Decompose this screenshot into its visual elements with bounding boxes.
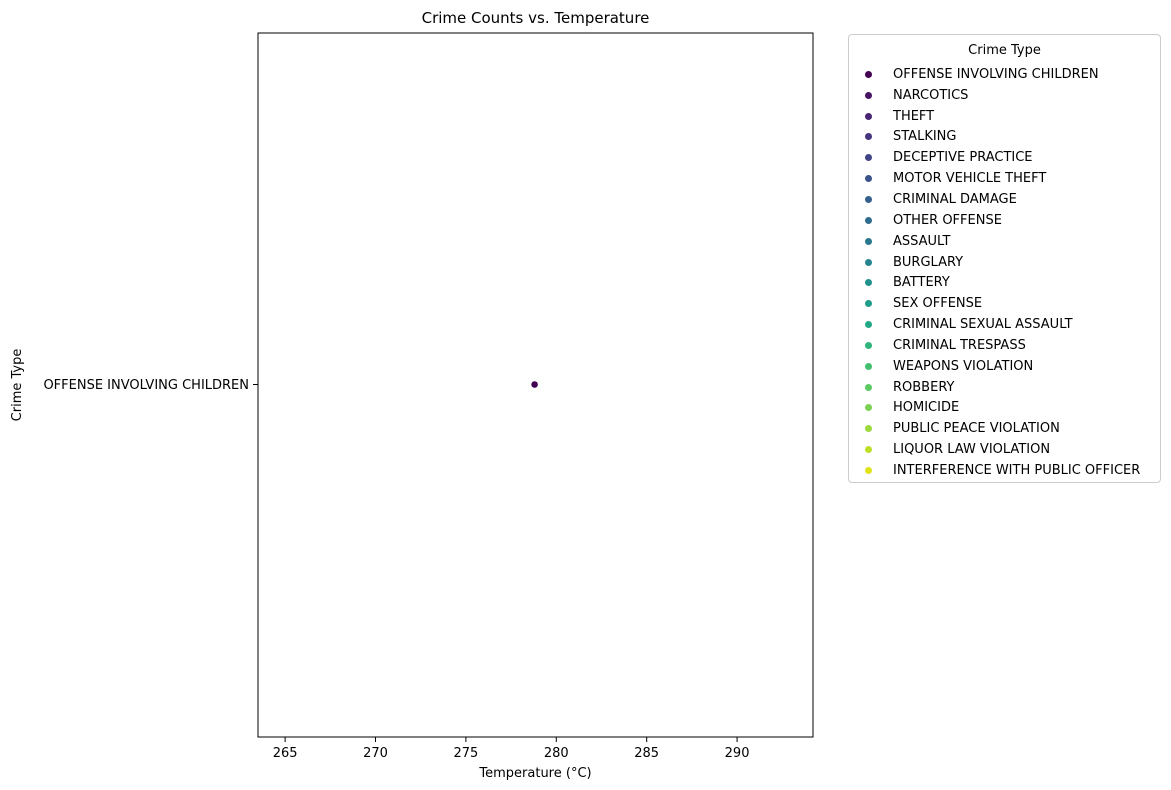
legend-marker-icon — [865, 341, 872, 349]
legend-label: LIQUOR LAW VIOLATION — [893, 442, 1051, 458]
legend-entry: CRIMINAL SEXUAL ASSAULT — [849, 314, 1140, 335]
legend-label: BURGLARY — [893, 254, 964, 270]
legend-marker-icon — [865, 383, 872, 391]
legend-marker-icon — [865, 321, 872, 329]
legend-entry: MOTOR VEHICLE THEFT — [849, 168, 1140, 189]
legend-label: SEX OFFENSE — [893, 296, 983, 312]
x-tick-label: 275 — [453, 746, 478, 761]
legend-entry: ROBBERY — [849, 377, 1140, 398]
legend-label: ROBBERY — [893, 379, 955, 395]
legend-entry: PUBLIC PEACE VIOLATION — [849, 418, 1140, 439]
legend-marker-icon — [865, 195, 872, 203]
legend-marker-icon — [865, 112, 872, 120]
legend-label: OFFENSE INVOLVING CHILDREN — [893, 66, 1099, 82]
legend-entry: INTERFERENCE WITH PUBLIC OFFICER — [849, 460, 1140, 481]
x-tick-label: 280 — [544, 746, 569, 761]
legend-entry: ASSAULT — [849, 231, 1140, 252]
legend-marker-icon — [865, 154, 872, 162]
y-tick-label: OFFENSE INVOLVING CHILDREN — [43, 378, 249, 393]
legend-label: MOTOR VEHICLE THEFT — [893, 171, 1047, 187]
legend-marker-icon — [865, 362, 872, 370]
legend-label: THEFT — [893, 108, 935, 124]
data-points — [530, 380, 539, 389]
x-axis-label: Temperature (°C) — [478, 766, 591, 781]
legend: Crime Type OFFENSE INVOLVING CHILDREN NAR… — [848, 34, 1161, 483]
legend-marker-icon — [865, 279, 872, 287]
legend-label: CRIMINAL DAMAGE — [893, 191, 1017, 207]
legend-label: WEAPONS VIOLATION — [893, 358, 1034, 374]
legend-label: BATTERY — [893, 275, 950, 291]
x-tick-label: 285 — [634, 746, 659, 761]
legend-entry: STALKING — [849, 127, 1140, 148]
x-tick-label: 265 — [273, 746, 298, 761]
y-axis-label: Crime Type — [10, 349, 25, 422]
legend-marker-icon — [865, 216, 872, 224]
data-point — [530, 380, 539, 389]
legend-entry: OTHER OFFENSE — [849, 210, 1140, 231]
legend-label: ASSAULT — [893, 233, 951, 249]
legend-entry: BURGLARY — [849, 252, 1140, 273]
legend-marker-icon — [865, 133, 872, 141]
chart-title: Crime Counts vs. Temperature — [422, 9, 650, 27]
legend-marker-icon — [865, 237, 872, 245]
legend-marker-icon — [865, 91, 872, 99]
legend-marker-icon — [865, 70, 872, 78]
legend-label: DECEPTIVE PRACTICE — [893, 150, 1033, 166]
legend-marker-icon — [865, 446, 872, 454]
legend-entry: LIQUOR LAW VIOLATION — [849, 439, 1140, 460]
legend-entry: THEFT — [849, 106, 1140, 127]
legend-entry: SEX OFFENSE — [849, 293, 1140, 314]
legend-label: PUBLIC PEACE VIOLATION — [893, 421, 1060, 437]
legend-label: CRIMINAL TRESPASS — [893, 337, 1026, 353]
legend-label: HOMICIDE — [893, 400, 960, 416]
legend-label: OTHER OFFENSE — [893, 212, 1002, 228]
x-tick-label: 290 — [725, 746, 750, 761]
legend-marker-icon — [865, 404, 872, 412]
legend-entry: CRIMINAL TRESPASS — [849, 335, 1140, 356]
legend-entry: WEAPONS VIOLATION — [849, 356, 1140, 377]
legend-entry: HOMICIDE — [849, 398, 1140, 419]
legend-marker-icon — [865, 258, 872, 266]
legend-marker-icon — [865, 466, 872, 474]
legend-entry: NARCOTICS — [849, 85, 1140, 106]
legend-entry: OFFENSE INVOLVING CHILDREN — [849, 64, 1140, 85]
y-axis: OFFENSE INVOLVING CHILDREN — [43, 378, 258, 393]
legend-entry: CRIMINAL DAMAGE — [849, 189, 1140, 210]
x-axis: 265 270 275 280 285 290 — [273, 737, 750, 761]
legend-label: NARCOTICS — [893, 87, 969, 103]
legend-label: STALKING — [893, 129, 957, 145]
legend-entries: OFFENSE INVOLVING CHILDREN NARCOTICS THEFT… — [849, 64, 1140, 481]
legend-marker-icon — [865, 425, 872, 433]
legend-marker-icon — [865, 175, 872, 183]
legend-title: Crime Type — [968, 43, 1041, 58]
legend-label: INTERFERENCE WITH PUBLIC OFFICER — [893, 462, 1141, 478]
legend-marker-icon — [865, 300, 872, 308]
legend-entry: DECEPTIVE PRACTICE — [849, 147, 1140, 168]
x-tick-label: 270 — [363, 746, 388, 761]
legend-entry: BATTERY — [849, 272, 1140, 293]
legend-label: CRIMINAL SEXUAL ASSAULT — [893, 317, 1073, 333]
